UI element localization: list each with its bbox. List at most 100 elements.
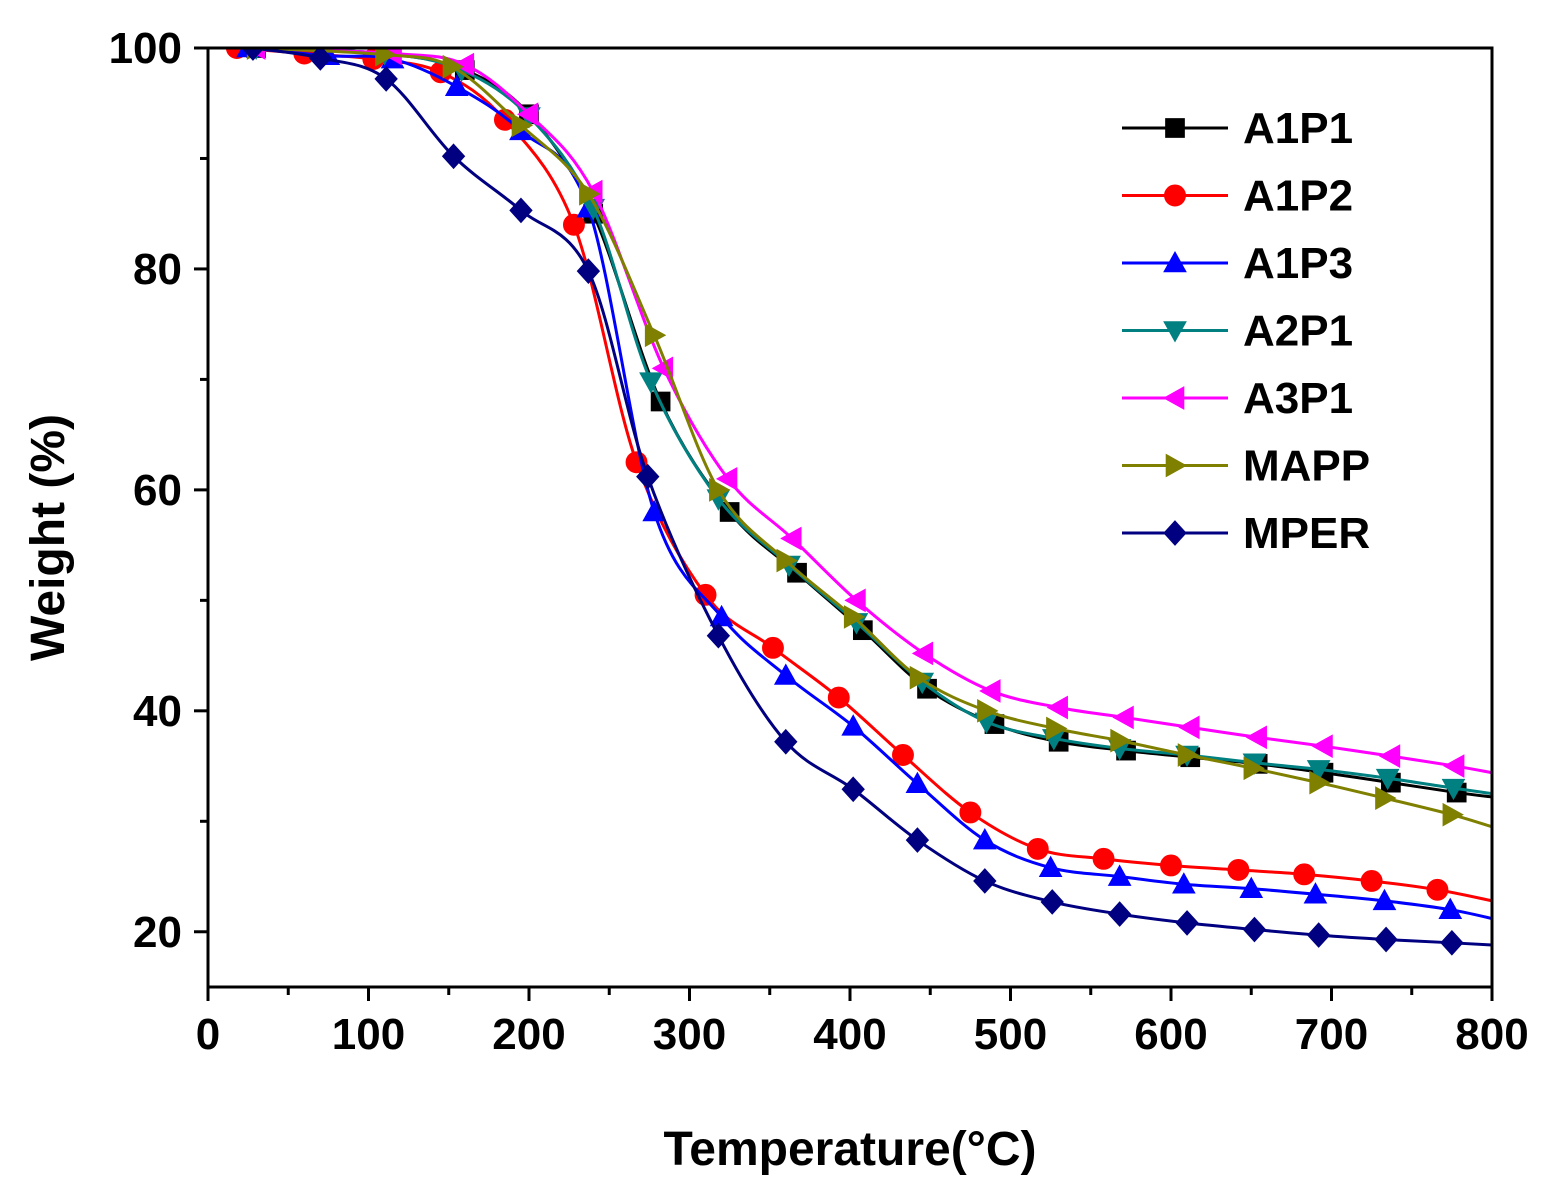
legend-label: MPER [1243,509,1370,558]
x-axis-title: Temperature(°C) [663,1123,1036,1176]
legend-marker [1163,520,1187,546]
data-point [1309,770,1331,795]
data-point [651,356,674,381]
data-point [1046,716,1068,741]
data-point [1360,869,1383,892]
data-point [1171,872,1196,894]
data-point [911,641,934,666]
data-point [1311,734,1333,759]
data-point [979,679,1001,703]
data-point [442,54,464,79]
legend-label: A2P1 [1243,307,1353,356]
data-point [441,143,466,170]
data-point [1175,910,1199,936]
y-tick-label: 40 [133,687,182,736]
data-point [1442,802,1464,827]
x-tick-label: 200 [492,1010,565,1059]
data-point [773,663,798,685]
x-tick-label: 300 [653,1010,726,1059]
legend-marker [1163,321,1187,343]
data-point [905,771,930,794]
legend-item: MPER [1122,509,1370,558]
legend-item: A1P1 [1122,104,1353,153]
data-point [1107,864,1132,886]
series-layer [225,48,1492,956]
y-tick-label: 100 [109,24,182,73]
data-point [715,466,738,491]
data-point [1040,889,1064,915]
legend-item: A3P1 [1122,374,1353,423]
x-tick-label: 500 [974,1010,1047,1059]
data-point [1242,916,1267,943]
x-tick-label: 700 [1295,1010,1368,1059]
data-point [841,714,866,736]
data-point [1303,882,1328,904]
data-point [452,52,475,77]
data-point [516,102,539,127]
data-point [905,827,930,853]
x-tick-label: 0 [196,1010,220,1059]
data-point [1177,743,1200,767]
data-point [1107,901,1132,927]
data-point [1227,858,1250,881]
data-point [1440,929,1464,956]
data-point [1374,926,1398,953]
legend-item: A1P3 [1122,239,1353,288]
legend-marker [1164,184,1186,207]
data-point [1245,725,1267,750]
data-point [827,686,850,709]
data-point [776,548,798,573]
data-point [1038,855,1063,877]
data-point [892,744,914,766]
series-line [247,48,1492,920]
data-point [977,698,999,723]
data-point [1378,744,1401,768]
data-point [1372,888,1397,911]
data-point [1178,715,1200,740]
legend-item: MAPP [1122,442,1370,491]
legend-item: A2P1 [1122,307,1353,356]
data-point [1375,786,1397,810]
data-point [973,868,997,894]
x-tick-label: 400 [813,1010,886,1059]
data-point [511,113,534,138]
data-point [1426,878,1449,901]
data-point [706,622,731,649]
series-line [252,48,1492,947]
data-point [241,48,265,61]
data-point [709,478,731,502]
axis-layer: 0 100 200 300 400 500 600 700 800 20 40 60 80 100 [109,24,1529,1059]
y-tick-label: 20 [133,908,182,957]
legend-item: A1P2 [1122,172,1353,221]
legend-marker [1163,250,1187,273]
data-point [841,776,865,803]
data-point [576,258,601,284]
y-tick-label: 60 [133,466,182,515]
legend-label: A1P2 [1243,172,1353,221]
x-tick-label: 100 [332,1010,405,1059]
data-point [1443,754,1465,778]
data-point [639,372,663,394]
data-point [374,66,398,92]
data-point [774,728,798,755]
data-point [1092,847,1115,870]
data-point [843,605,866,629]
y-tick-label: 80 [133,245,182,294]
data-point [1375,768,1400,791]
data-point [909,665,932,690]
legend-marker [1162,386,1185,410]
data-point [1293,863,1316,886]
data-point [972,828,997,850]
y-axis-title: Weight (%) [22,414,75,661]
data-point [1160,854,1182,877]
data-point [509,197,533,224]
data-point [844,588,866,613]
data-point [308,48,333,71]
x-tick-label: 800 [1455,1010,1528,1059]
x-tick-label: 600 [1134,1010,1207,1059]
data-point [1306,922,1331,948]
data-point [1112,705,1134,730]
series-mper [241,48,1492,956]
legend-marker [1165,453,1188,478]
legend: A1P1 A1P2 A1P3 A2P1 A3P1 MAPP MPER [1122,104,1370,558]
